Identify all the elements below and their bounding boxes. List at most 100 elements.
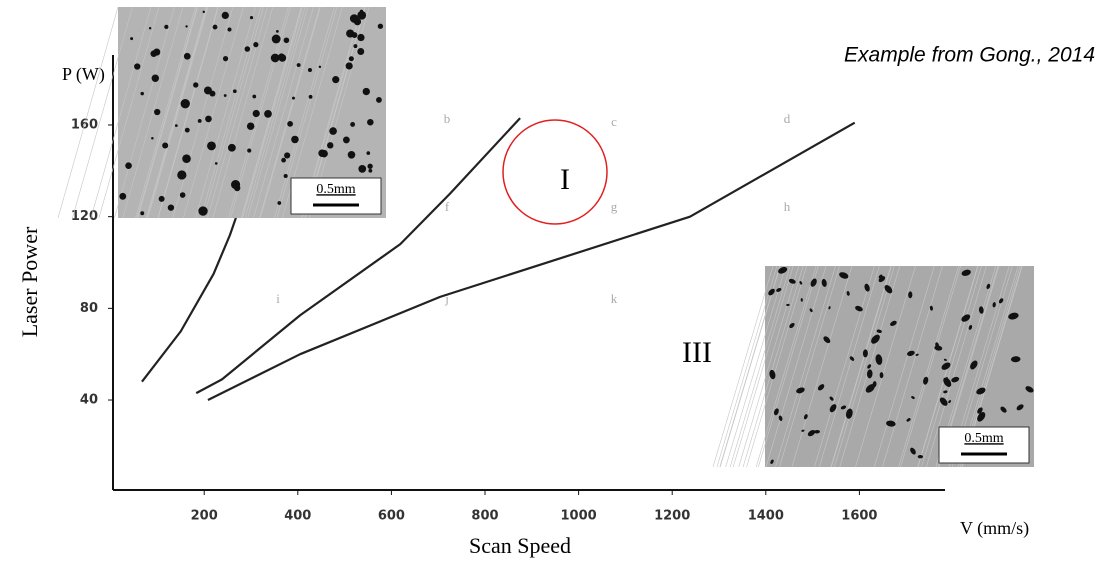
pore [232, 89, 237, 94]
inset-texture [158, 6, 219, 219]
pore [130, 37, 134, 41]
inset-texture [779, 265, 840, 468]
inset-texture [274, 6, 335, 219]
pore [845, 408, 853, 419]
pore [879, 372, 884, 379]
pore [875, 354, 883, 365]
pore [1010, 356, 1021, 363]
inset-texture [276, 6, 338, 219]
region-label: j [444, 291, 449, 306]
pore [890, 320, 897, 326]
pore [244, 46, 251, 52]
pore [1016, 404, 1024, 411]
pore [934, 345, 943, 351]
pore [368, 168, 373, 173]
pore [789, 322, 795, 329]
pore [867, 364, 872, 369]
inset-texture [147, 6, 209, 219]
inset-texture [921, 265, 982, 468]
pore [283, 173, 288, 179]
inset-texture [732, 265, 794, 468]
inset-texture [146, 6, 208, 219]
pore [768, 288, 775, 296]
pore [353, 18, 362, 26]
pore [209, 90, 216, 97]
pore [951, 376, 960, 383]
zone-label: I [560, 163, 570, 196]
pore [786, 303, 790, 307]
pore [347, 32, 353, 37]
pore [941, 362, 951, 370]
micrograph-inset: 0.5mm [712, 265, 1034, 468]
pore [345, 62, 353, 70]
inset-texture [765, 265, 827, 468]
inset-texture [719, 265, 781, 468]
inset-texture [203, 6, 264, 219]
inset-texture [855, 265, 916, 468]
inset-texture [725, 265, 786, 468]
inset-texture [758, 265, 819, 468]
y-axis-label: Laser Power [17, 226, 42, 337]
inset-texture [729, 265, 791, 468]
pore [119, 192, 127, 200]
pore [197, 119, 202, 123]
x-tick-label: 400 [284, 509, 311, 524]
pore [167, 204, 175, 211]
inset-texture [183, 6, 244, 219]
pore [140, 91, 144, 96]
pore [814, 429, 820, 434]
inset-texture [900, 265, 961, 468]
pore [342, 136, 350, 144]
inset-texture [712, 265, 774, 468]
pore [770, 459, 774, 464]
region-label: k [611, 291, 618, 306]
scale-box [290, 177, 382, 215]
pore [871, 334, 880, 344]
pore [329, 127, 337, 135]
pore [287, 121, 293, 127]
pore [998, 298, 1004, 304]
pore [182, 154, 191, 164]
pore [817, 384, 825, 391]
pore [884, 285, 893, 294]
inset-texture [72, 6, 133, 219]
pore [284, 152, 291, 159]
pore [778, 415, 783, 421]
pore [929, 305, 933, 311]
pore [185, 25, 188, 28]
pore [180, 98, 190, 109]
inset-texture [775, 265, 836, 468]
pore [151, 136, 154, 140]
inset-texture [242, 6, 303, 219]
pore [917, 455, 924, 459]
pore [977, 412, 986, 422]
inset-texture [746, 265, 807, 468]
region-label: h [784, 199, 791, 214]
pore [184, 127, 190, 133]
inset-texture [98, 6, 160, 219]
pore [227, 143, 236, 152]
pore [809, 308, 813, 313]
pore [821, 278, 827, 287]
pore [358, 164, 367, 173]
pore [351, 32, 358, 38]
inset-texture [122, 6, 184, 219]
pore [212, 24, 218, 30]
pore [773, 408, 779, 416]
pore [162, 142, 169, 149]
pore [362, 87, 370, 96]
pore [177, 170, 187, 180]
scale-box [938, 426, 1030, 464]
pore [800, 298, 803, 302]
pore [353, 44, 358, 49]
pore [296, 63, 301, 68]
pore [907, 350, 915, 357]
inset-texture [207, 6, 268, 219]
pore [911, 396, 915, 399]
pore [992, 302, 996, 308]
pore [183, 52, 191, 60]
x-tick-label: 1000 [561, 509, 597, 524]
pore [158, 195, 165, 202]
pore [376, 97, 382, 103]
pore [174, 124, 178, 127]
